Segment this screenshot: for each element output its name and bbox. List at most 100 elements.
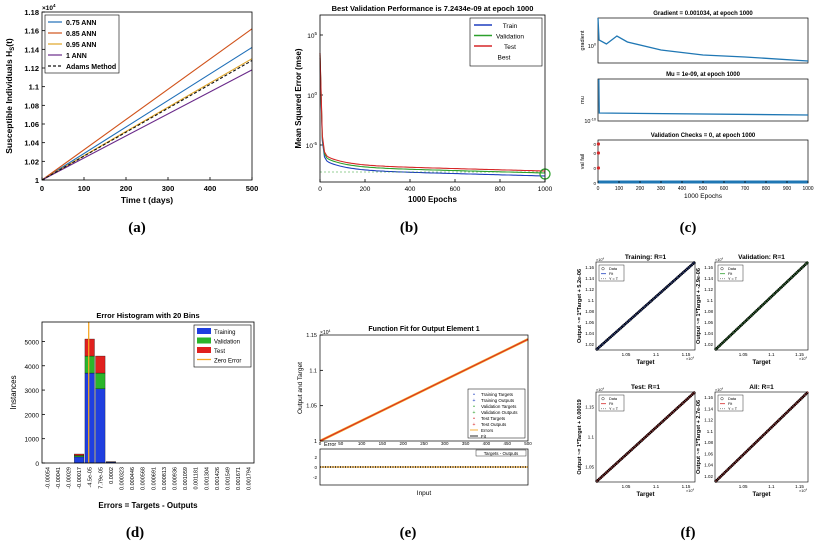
x-tick-label: 200 (399, 441, 407, 446)
y-tick-label: 1.15 (306, 333, 317, 339)
y-tick-label: 1.04 (585, 331, 594, 336)
plot-frame (319, 334, 529, 442)
y-tick-label: 4000 (25, 364, 40, 371)
y-tick-label: 1.06 (585, 320, 594, 325)
legend-marker: • (473, 416, 475, 422)
legend-label: Validation (496, 34, 524, 41)
x-tick-label: 600 (450, 186, 461, 193)
subplot-frame (597, 17, 809, 64)
panel-label: (b) (400, 220, 418, 236)
legend-label: Validation Targets (481, 404, 517, 409)
y-tick-label: 0 (35, 461, 39, 468)
bin-label: 0.001671 (236, 467, 242, 490)
x-tick-label: 100 (358, 441, 366, 446)
legend-label: Validation Outputs (481, 410, 518, 415)
x-tick-label: 1.05 (622, 484, 631, 489)
y-tick-label: 1.06 (704, 451, 713, 456)
legend-marker: • (473, 392, 475, 398)
legend-label: Fit (609, 272, 614, 276)
legend-label: Train (503, 23, 518, 30)
subplot-frame (595, 261, 696, 351)
error-ylabel: Error (324, 442, 336, 448)
panel-label: (d) (126, 525, 144, 541)
y-tick-label: 1.12 (585, 287, 594, 292)
x-tick-label: 300 (441, 441, 449, 446)
bin-label: 0.000323 (120, 467, 126, 490)
x-axis-label: Input (417, 490, 432, 497)
legend-label: Data (609, 397, 618, 401)
legend-label: Fit (728, 272, 733, 276)
subplot-ylabel: mu (580, 96, 586, 104)
legend-label: Y = T (728, 407, 738, 411)
y-tick-label: 1.18 (24, 8, 39, 17)
legend-label: Training Outputs (481, 398, 515, 403)
train-curve (319, 57, 546, 177)
x-axis-label: Target (637, 360, 655, 366)
x-tick-label: 300 (657, 186, 666, 192)
x-axis-label: Target (753, 492, 771, 498)
y-axis-label: Output ~= 1*Target + -2.9e-06 (696, 268, 702, 344)
y-axis-label: Output ~= 1*Target + 0.00019 (577, 399, 583, 474)
error-ytick-label: 0 (314, 465, 317, 470)
x-tick-label: 200 (120, 184, 133, 193)
legend-label: Fit (609, 402, 614, 406)
y-exponent-power: 4 (602, 256, 604, 260)
legend-label: Training Targets (481, 392, 514, 397)
y-tick-label: 1.16 (704, 265, 713, 270)
y-tick-label: 1.02 (704, 474, 713, 479)
y-tick-label: 1.05 (306, 404, 317, 410)
bin-label: 7.79e-05 (98, 467, 104, 489)
legend-label: Y = T (609, 407, 619, 411)
y-tick-label: 1.05 (585, 465, 594, 470)
chart-title: Function Fit for Output Element 1 (368, 326, 479, 333)
chart-a: 0 100 200 300 400 500 1 1.02 1.04 1.06 1.08 1.1 1.12… (4, 3, 258, 205)
legend-label: Fit (728, 402, 733, 406)
x-tick-label: 1000 (538, 186, 553, 193)
y-tick-label: 1.08 (704, 309, 713, 314)
legend-marker (720, 397, 724, 401)
x-tick-label: 50 (338, 441, 344, 446)
bin-label: 0.000568 (141, 467, 147, 490)
y-exponent: ×104 (596, 386, 604, 392)
legend-label: Zero Error (214, 359, 241, 365)
legend-box (717, 264, 744, 282)
y-tick-label: 10-5 (306, 141, 318, 150)
y-tick-label: 3000 (25, 388, 40, 395)
y-tick-label: 0 (593, 142, 596, 147)
bin-label: 0.000691 (151, 467, 157, 490)
chart-title: Error Histogram with 20 Bins (96, 311, 199, 320)
x-exponent: ×104 (686, 355, 694, 361)
subplot-frame (597, 139, 809, 184)
y-tick-label: 0 (593, 166, 596, 171)
x-tick-label: 0 (40, 184, 44, 193)
output-line (319, 338, 529, 442)
bin-label: -4.5e-05 (88, 467, 94, 488)
val-fail-marker (596, 151, 601, 155)
y-tick-label: 1.02 (24, 157, 39, 166)
plot-frame (41, 321, 255, 464)
y-exponent: ×104 (320, 329, 330, 336)
y-tick-label: 100 (588, 43, 596, 50)
error-ytick-label: -2 (313, 475, 317, 480)
x-axis-label: Time t (days) (121, 195, 173, 205)
x-tick-label: 400 (204, 184, 217, 193)
y-tick-label: 1.02 (704, 342, 713, 347)
subplot-title: Test: R=1 (631, 384, 660, 391)
x-tick-label: 350 (462, 441, 470, 446)
y-tick-label: 1.12 (704, 418, 713, 423)
legend-label: Data (609, 267, 618, 271)
legend-label: Training (214, 330, 235, 336)
subplot-title: Validation Checks = 0, at epoch 1000 (651, 133, 756, 139)
legend-box (598, 264, 625, 282)
x-tick-label: 1.15 (682, 352, 691, 357)
bin-label: -0.00054 (45, 467, 51, 489)
y-tick-label: 1.14 (704, 406, 713, 411)
y-tick-label: 1 (35, 176, 39, 185)
subplot-title: All: R=1 (749, 384, 774, 391)
data-line (595, 390, 696, 484)
bin-label: 0.001549 (226, 467, 232, 490)
y-tick-label: 1.14 (704, 276, 713, 281)
y-tick-label: 1 (314, 439, 317, 445)
error-legend-label: Targets - Outputs (484, 451, 519, 456)
y-tick-label: 1.08 (24, 101, 39, 110)
